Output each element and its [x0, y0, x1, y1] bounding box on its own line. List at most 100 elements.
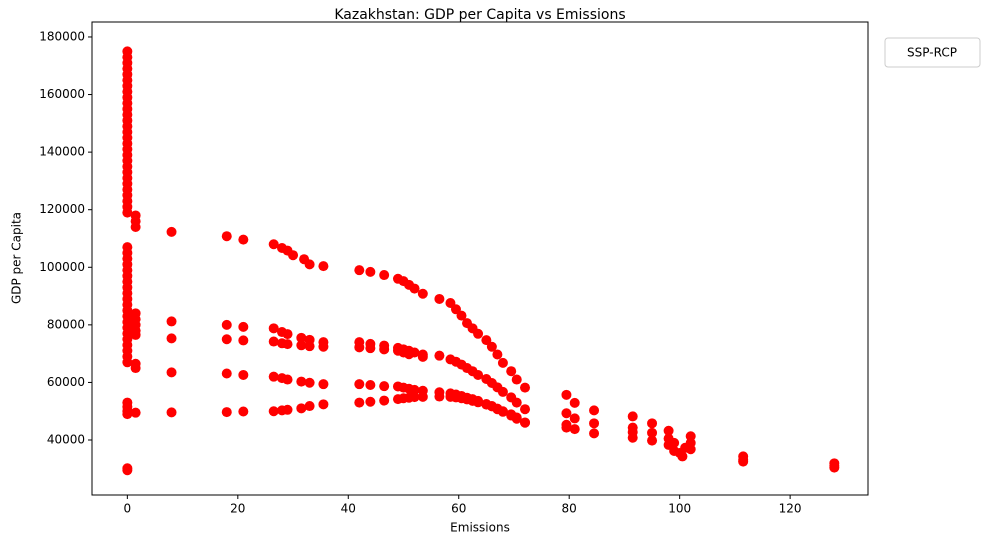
- scatter-point: [122, 465, 133, 476]
- scatter-point: [238, 369, 249, 380]
- scatter-point: [379, 344, 390, 355]
- plot-frame: [91, 21, 869, 496]
- scatter-point: [417, 351, 428, 362]
- scatter-point: [166, 226, 177, 237]
- scatter-point: [122, 357, 133, 368]
- scatter-point: [647, 435, 658, 446]
- scatter-point: [685, 444, 696, 455]
- scatter-point: [238, 335, 249, 346]
- scatter-point: [647, 427, 658, 438]
- scatter-point: [647, 418, 658, 429]
- scatter-point: [268, 371, 279, 382]
- y-tick-label: 40000: [47, 433, 85, 447]
- scatter-point: [456, 310, 467, 321]
- scatter-point: [669, 437, 680, 448]
- scatter-point: [268, 323, 279, 334]
- y-tick-label: 160000: [39, 87, 85, 101]
- scatter-point: [221, 334, 232, 345]
- scatter-point: [589, 405, 600, 416]
- scatter-point: [238, 406, 249, 417]
- scatter-point: [506, 366, 517, 377]
- scatter-point: [221, 319, 232, 330]
- scatter-point: [473, 328, 484, 339]
- y-tick-label: 60000: [47, 375, 85, 389]
- scatter-point: [122, 409, 133, 420]
- scatter-point: [520, 404, 531, 415]
- y-tick-label: 80000: [47, 317, 85, 331]
- scatter-point: [497, 386, 508, 397]
- scatter-point: [365, 343, 376, 354]
- scatter-point: [238, 321, 249, 332]
- scatter-point: [379, 381, 390, 392]
- scatter-point: [166, 367, 177, 378]
- scatter-point: [318, 261, 329, 272]
- scatter-point: [627, 432, 638, 443]
- scatter-point: [122, 207, 133, 218]
- scatter-point: [511, 413, 522, 424]
- scatter-point: [434, 293, 445, 304]
- scatter-point: [268, 239, 279, 250]
- scatter-point: [296, 332, 307, 343]
- scatter-point: [268, 336, 279, 347]
- scatter-point: [304, 341, 315, 352]
- scatter-point: [497, 406, 508, 417]
- scatter-point: [561, 389, 572, 400]
- scatter-point: [379, 270, 390, 281]
- x-tick-label: 120: [779, 502, 802, 516]
- scatter-point: [282, 404, 293, 415]
- scatter-point: [417, 391, 428, 402]
- scatter-point: [130, 221, 141, 232]
- scatter-point: [130, 363, 141, 374]
- scatter-point: [282, 339, 293, 350]
- x-tick-label: 20: [230, 502, 245, 516]
- scatter-point: [288, 250, 299, 261]
- scatter-point: [561, 422, 572, 433]
- scatter-point: [473, 369, 484, 380]
- scatter-point: [268, 406, 279, 417]
- scatter-point: [569, 413, 580, 424]
- scatter-point: [497, 357, 508, 368]
- scatter-point: [318, 341, 329, 352]
- scatter-point: [365, 266, 376, 277]
- scatter-point: [166, 316, 177, 327]
- scatter-point: [221, 407, 232, 418]
- scatter-point: [486, 341, 497, 352]
- scatter-point: [365, 380, 376, 391]
- x-tick-label: 0: [124, 502, 132, 516]
- scatter-point: [627, 411, 638, 422]
- scatter-point: [663, 425, 674, 436]
- scatter-point: [221, 231, 232, 242]
- y-tick-label: 140000: [39, 145, 85, 159]
- x-tick-label: 100: [668, 502, 691, 516]
- scatter-point: [520, 382, 531, 393]
- scatter-point: [511, 374, 522, 385]
- scatter-point: [481, 335, 492, 346]
- scatter-point: [282, 329, 293, 340]
- x-tick-label: 80: [562, 502, 577, 516]
- scatter-point: [318, 399, 329, 410]
- scatter-point: [434, 350, 445, 361]
- scatter-point: [409, 283, 420, 294]
- scatter-point: [354, 342, 365, 353]
- x-axis-label: Emissions: [450, 521, 510, 535]
- scatter-point: [404, 349, 415, 360]
- scatter-point: [130, 407, 141, 418]
- scatter-point: [354, 265, 365, 276]
- scatter-point: [296, 376, 307, 387]
- scatter-point: [511, 397, 522, 408]
- scatter-point: [738, 456, 749, 467]
- x-tick-label: 40: [341, 502, 356, 516]
- scatter-point: [473, 397, 484, 408]
- scatter-point: [304, 401, 315, 412]
- scatter-point: [379, 395, 390, 406]
- scatter-point: [304, 259, 315, 270]
- scatter-point: [304, 377, 315, 388]
- scatter-point: [569, 397, 580, 408]
- scatter-point: [166, 333, 177, 344]
- y-tick-label: 100000: [39, 260, 85, 274]
- scatter-point: [166, 407, 177, 418]
- scatter-point: [492, 349, 503, 360]
- scatter-point: [589, 418, 600, 429]
- scatter-point: [354, 397, 365, 408]
- chart-title: Kazakhstan: GDP per Capita vs Emissions: [334, 7, 625, 23]
